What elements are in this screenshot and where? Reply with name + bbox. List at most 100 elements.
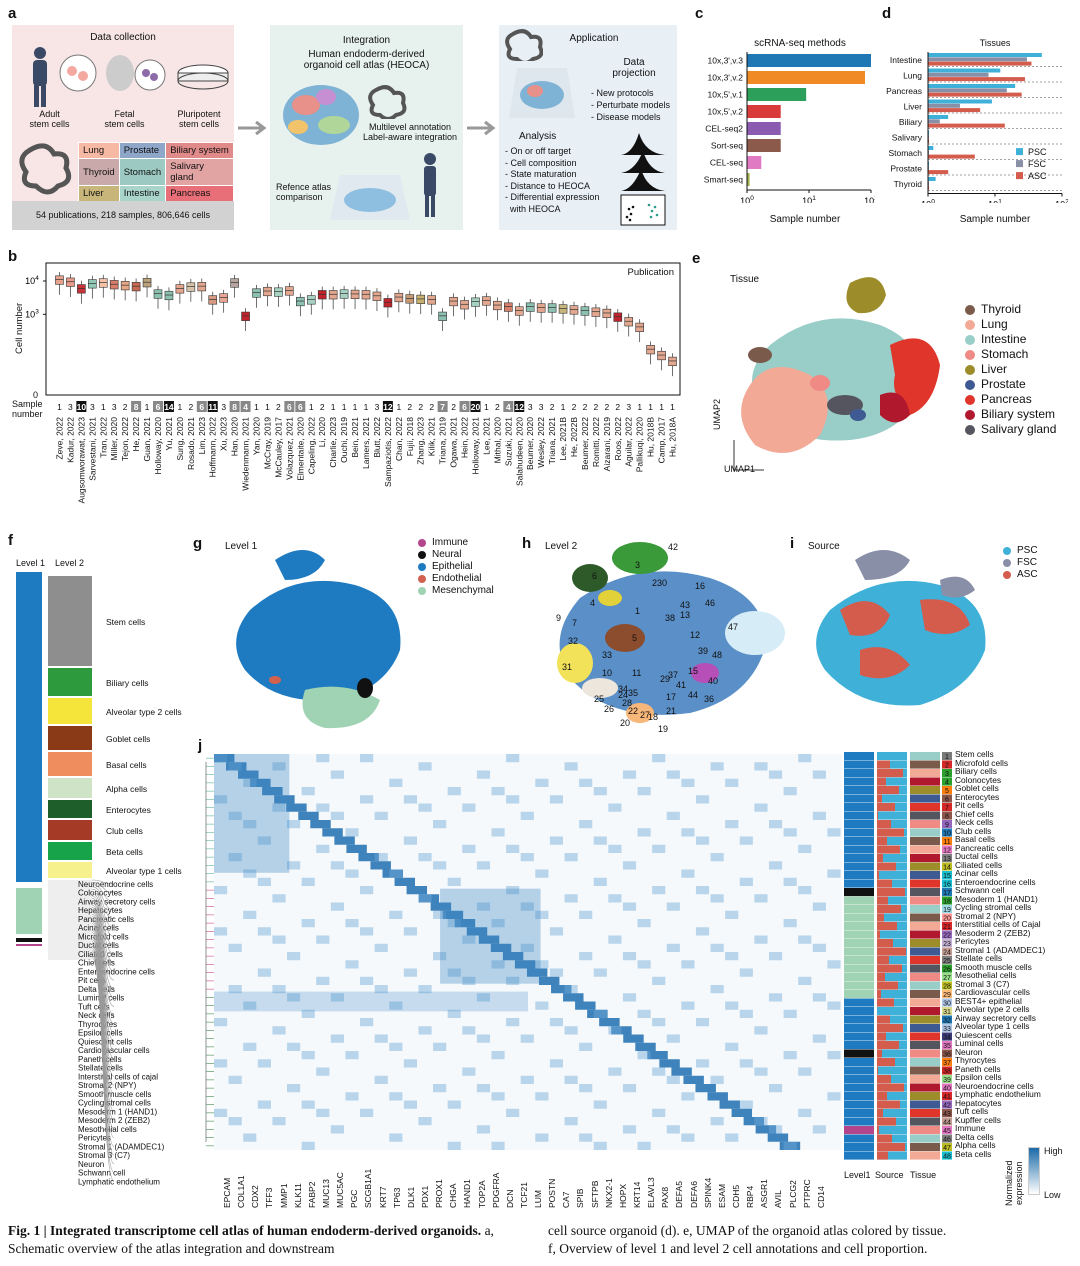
heatmap-cell-mid: [403, 836, 418, 845]
chart-b-sample-number: 1: [561, 402, 566, 412]
level2-connector: [91, 923, 115, 1051]
heatmap-cell-mid: [681, 1001, 695, 1010]
heatmap-cell-mid: [506, 754, 520, 763]
caption-left: Fig. 1 | Integrated transcriptome cell a…: [8, 1222, 528, 1258]
chart-b-box: [55, 275, 64, 285]
heatmap-cell-mid: [316, 976, 330, 985]
row-label: Luminal cells: [955, 1038, 1004, 1048]
chart-b-box: [197, 282, 207, 292]
heatmap-cell-mid: [257, 836, 271, 845]
level1-legend: Immune Neural Epithelial Endothelial Mesench…: [418, 537, 494, 597]
chart-b-category-label: Kilik, 2021: [427, 417, 437, 456]
row-color-swatch: [942, 1092, 952, 1101]
level2-small-label: Stellate cells: [78, 1064, 123, 1073]
level2-small-label: Tuft cells: [78, 1002, 110, 1011]
heatmap-cell-mid: [593, 1009, 607, 1018]
tissue-cell: Prostate: [118, 142, 167, 159]
chart-d-bar: [928, 61, 1032, 66]
heatmap-cell-mid: [564, 1117, 578, 1126]
heatmap-cell-mid: [272, 935, 286, 944]
chart-b-category-label: Xu, 2023: [219, 417, 229, 451]
level1-header: Level 1: [16, 558, 46, 568]
heatmap-cell-high: [502, 952, 524, 961]
chart-b-sample-number: 1: [178, 402, 183, 412]
row-number: 29: [943, 992, 951, 999]
heatmap-cell-mid: [447, 968, 461, 977]
heatmap-cell-high: [214, 754, 235, 763]
chart-d-bar: [928, 154, 975, 159]
chart-b-sample-badge: [382, 401, 393, 412]
chart-b-box: [624, 317, 634, 327]
tissue-cell: Biliary system: [165, 142, 234, 159]
caption-title: Fig. 1 | Integrated transcriptome cell a…: [8, 1223, 482, 1238]
chart-b-sample-badge: [196, 401, 207, 412]
heatmap-cell-high: [538, 976, 560, 985]
chart-b-box: [471, 297, 480, 307]
umap-source-plot: [816, 550, 986, 706]
heatmap-cell-mid: [476, 993, 491, 1002]
heatmap-cell-mid: [564, 985, 578, 994]
heatmap-cell-mid: [257, 877, 271, 886]
heatmap-cell-mid: [374, 943, 388, 952]
heatmap-cell-mid: [681, 828, 695, 837]
tissue-cell: Pancreas: [165, 185, 234, 202]
source-annotation: [877, 837, 907, 846]
row-label: Basal cells: [955, 834, 996, 844]
heatmap-cell-mid: [739, 836, 753, 845]
row-label: Immune: [955, 1123, 986, 1133]
heatmap-cell-mid: [739, 877, 753, 886]
chart-b-box: [230, 278, 239, 288]
cluster-label: 47: [728, 622, 739, 632]
heatmap-cell-high: [370, 861, 391, 870]
chart-b-sample-number: 1: [364, 402, 369, 412]
gene-label: RBP4: [745, 1185, 756, 1208]
heatmap-cell-mid: [491, 1092, 505, 1101]
row-color-swatch: [942, 998, 952, 1007]
summary-bar: 54 publications, 218 samples, 806,646 ce…: [12, 201, 234, 230]
chart-b-sample-label: number: [12, 409, 43, 419]
level2-connector: [91, 886, 115, 911]
row-label: Enteroendocrine cells: [955, 876, 1036, 887]
level1-annotation: [844, 862, 874, 871]
heatmap-cell-high: [551, 985, 572, 994]
level2-label: Alpha cells: [106, 784, 147, 794]
level1-annotation: [844, 820, 874, 829]
chart-d-bar: [928, 170, 949, 175]
heatmap-cell-mid: [710, 943, 724, 952]
cluster-label: 48: [712, 650, 723, 660]
source-annotation: [877, 896, 888, 905]
heatmap-cell-mid: [710, 1075, 724, 1084]
chart-c-bar: [747, 54, 871, 67]
source-annotation: [877, 1049, 882, 1058]
row-label: Neuroendocrine cells: [955, 1080, 1034, 1091]
legend-item: ASC: [1003, 569, 1038, 581]
level2-connector: [91, 888, 115, 920]
level1-annotation: [844, 777, 874, 786]
row-color-swatch: [942, 939, 952, 948]
chart-d-bar: [928, 88, 1007, 93]
heatmap-cell-high: [466, 927, 488, 936]
source-annotation: [877, 1032, 907, 1041]
level2-small-label: Enteroendocrine cells: [78, 967, 155, 976]
heatmap-cell-mid: [403, 1100, 418, 1109]
source-annotation: [877, 1100, 900, 1109]
heatmap-cell-high: [226, 762, 247, 771]
tissue-grid: Lung Prostate Biliary system Thyroid Stomach…: [78, 142, 234, 202]
level1-annotation: [844, 964, 874, 973]
tissue-annotation: [910, 820, 940, 829]
level1-annotation: [844, 973, 874, 982]
source-annotation: [877, 1109, 883, 1118]
row-color-swatch: [942, 973, 952, 982]
row-color-swatch: [942, 769, 952, 778]
level2-connector: [91, 893, 115, 937]
chart-b-category-label: Volazquez, 2021: [284, 417, 294, 480]
source-annotation: [877, 973, 885, 982]
legend-dot: [965, 319, 975, 330]
source-annotation: [877, 1143, 905, 1152]
chart-b-sample-number: 2: [583, 402, 588, 412]
heatmap-cell-mid: [710, 894, 724, 903]
row-number: 10: [943, 831, 951, 838]
row-color-swatch: [942, 811, 952, 820]
chart-d-legend-label: ASC: [1028, 171, 1047, 181]
umap-h-title: Level 2: [545, 541, 578, 552]
